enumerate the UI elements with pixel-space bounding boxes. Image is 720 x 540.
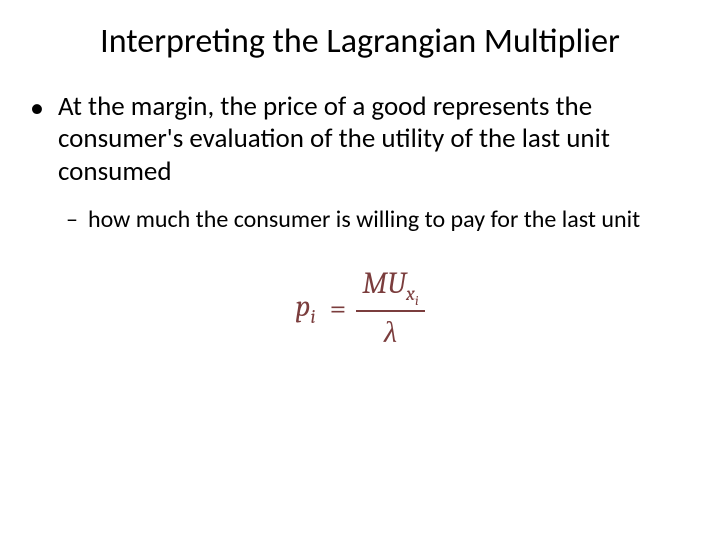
equation-block: pi = MUxi λ — [30, 259, 690, 349]
content-area: • At the margin, the price of a good rep… — [0, 61, 720, 349]
equation-denominator: λ — [378, 312, 403, 349]
bullet-marker-1: • — [30, 91, 58, 188]
numerator-base: MU — [362, 266, 406, 301]
slide-title: Interpreting the Lagrangian Multiplier — [0, 0, 720, 61]
bullet-level-1: • At the margin, the price of a good rep… — [30, 91, 690, 188]
equation-inner: pi = MUxi λ — [295, 267, 424, 349]
equation-equals: = — [320, 291, 357, 326]
bullet-text-2: how much the consumer is willing to pay … — [88, 206, 640, 235]
numerator-sub: xi — [406, 282, 419, 305]
lhs-base: p — [295, 289, 310, 324]
equation-numerator: MUxi — [356, 267, 424, 310]
equation-fraction: MUxi λ — [356, 267, 424, 349]
bullet-marker-2: – — [66, 206, 88, 235]
lhs-sub: i — [310, 305, 315, 328]
bullet-text-1: At the margin, the price of a good repre… — [58, 91, 690, 188]
bullet-level-2: – how much the consumer is willing to pa… — [30, 206, 690, 235]
numerator-subsub: i — [415, 292, 419, 309]
equation-lhs: pi — [295, 289, 319, 328]
